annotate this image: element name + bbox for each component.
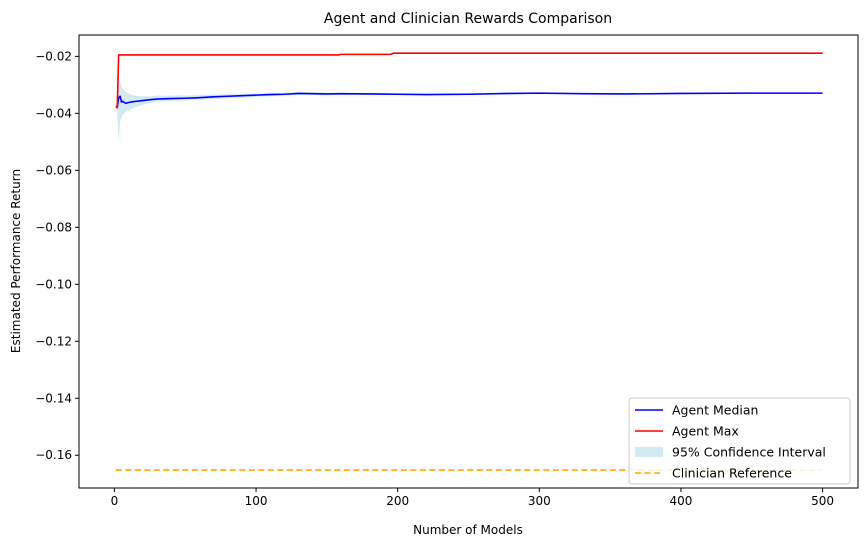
legend-label-agent-max: Agent Max — [672, 424, 739, 439]
legend-box — [628, 397, 851, 485]
y-tick-label: −0.08 — [35, 220, 72, 234]
confidence-band — [117, 76, 823, 142]
legend-label-95-confidence-interval: 95% Confidence Interval — [672, 445, 826, 460]
y-tick-label: −0.12 — [35, 334, 72, 348]
chart-title: Agent and Clinician Rewards Comparison — [324, 11, 612, 27]
y-tick-label: −0.04 — [35, 106, 72, 120]
series-line-agent-median — [115, 92, 823, 109]
y-axis: −0.02 −0.04 −0.06 −0.08 −0.10 −0.12 −0.14 −0.16 — [35, 49, 79, 462]
legend: Agent Median Agent Max 95% Confidence Inte… — [628, 397, 851, 485]
plot-area — [115, 52, 823, 471]
x-tick-label: 0 — [111, 494, 119, 508]
y-tick-label: −0.06 — [35, 163, 72, 177]
x-tick-label: 500 — [811, 494, 834, 508]
x-tick-label: 300 — [528, 494, 551, 508]
y-axis-label: Estimated Performance Return — [9, 169, 23, 353]
y-tick-label: −0.10 — [35, 277, 72, 291]
legend-swatch-95-confidence-interval — [635, 447, 663, 457]
x-axis: 0 100 200 300 400 500 — [111, 488, 834, 508]
series-line-agent-max — [115, 52, 823, 109]
axes-frame — [78, 34, 859, 489]
x-axis-label: Number of Models — [413, 523, 523, 537]
x-tick-label: 400 — [670, 494, 693, 508]
y-tick-label: −0.02 — [35, 49, 72, 63]
legend-label-clinician-reference: Clinician Reference — [672, 466, 792, 481]
y-tick-label: −0.14 — [35, 391, 72, 405]
x-tick-label: 100 — [245, 494, 268, 508]
x-tick-label: 200 — [386, 494, 409, 508]
y-tick-label: −0.16 — [35, 448, 72, 462]
legend-label-agent-median: Agent Median — [672, 403, 758, 418]
